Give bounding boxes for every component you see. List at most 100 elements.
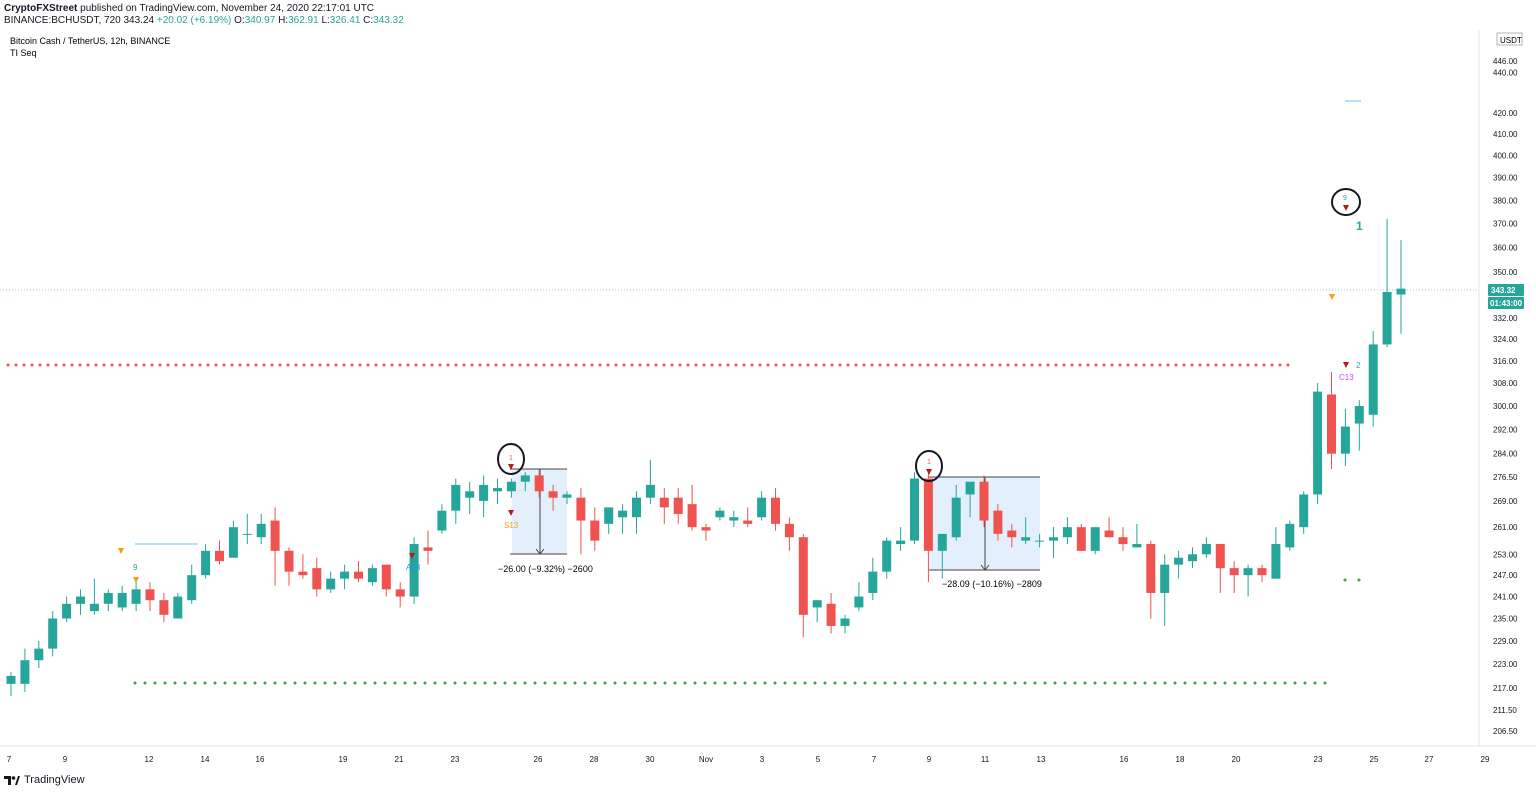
candle-body[interactable] bbox=[604, 507, 614, 524]
candle-body[interactable] bbox=[562, 494, 572, 498]
candle-body[interactable] bbox=[1090, 527, 1100, 551]
candle-body[interactable] bbox=[340, 571, 350, 579]
candle-body[interactable] bbox=[493, 488, 502, 492]
candle-body[interactable] bbox=[798, 537, 808, 615]
candle-body[interactable] bbox=[632, 497, 641, 518]
candle-body[interactable] bbox=[1215, 544, 1225, 569]
candle-body[interactable] bbox=[659, 497, 669, 508]
candle-body[interactable] bbox=[882, 540, 892, 572]
candle-body[interactable] bbox=[173, 596, 183, 619]
candle-body[interactable] bbox=[159, 600, 169, 615]
highlight-circle-2[interactable] bbox=[915, 450, 943, 482]
candle-body[interactable] bbox=[1201, 544, 1211, 555]
candle-body[interactable] bbox=[1229, 568, 1239, 576]
candle-body[interactable] bbox=[1327, 394, 1336, 454]
candle-body[interactable] bbox=[743, 520, 753, 524]
candle-body[interactable] bbox=[479, 484, 489, 501]
candle-body[interactable] bbox=[451, 484, 461, 511]
candle-body[interactable] bbox=[367, 568, 377, 583]
candle-body[interactable] bbox=[1146, 544, 1156, 593]
candle-body[interactable] bbox=[1062, 527, 1072, 538]
candle-body[interactable] bbox=[1035, 540, 1045, 542]
candle-body[interactable] bbox=[1271, 544, 1281, 579]
tradingview-logo[interactable]: TradingView bbox=[4, 774, 85, 786]
candle-body[interactable] bbox=[20, 660, 30, 684]
candle-body[interactable] bbox=[1132, 544, 1142, 548]
candle-body[interactable] bbox=[1021, 537, 1031, 541]
candle-body[interactable] bbox=[1104, 530, 1114, 538]
candle-body[interactable] bbox=[923, 478, 933, 551]
candle-body[interactable] bbox=[1285, 523, 1295, 548]
candle-body[interactable] bbox=[548, 491, 558, 498]
candle-body[interactable] bbox=[854, 596, 864, 608]
candle-body[interactable] bbox=[228, 527, 238, 558]
candle-body[interactable] bbox=[937, 533, 947, 551]
highlight-circle-3[interactable] bbox=[1331, 188, 1361, 216]
candle-body[interactable] bbox=[784, 523, 794, 538]
candle-body[interactable] bbox=[506, 481, 516, 492]
candle-body[interactable] bbox=[62, 603, 72, 619]
candle-body[interactable] bbox=[576, 497, 586, 521]
candle-body[interactable] bbox=[757, 497, 767, 518]
candle-body[interactable] bbox=[812, 600, 822, 608]
candle-body[interactable] bbox=[381, 564, 391, 590]
candle-body[interactable] bbox=[326, 578, 336, 590]
candle-body[interactable] bbox=[409, 544, 419, 597]
candle-body[interactable] bbox=[201, 550, 211, 576]
candle-body[interactable] bbox=[270, 520, 280, 551]
candle-body[interactable] bbox=[771, 497, 780, 524]
candle-body[interactable] bbox=[1257, 568, 1267, 576]
candle-body[interactable] bbox=[618, 510, 628, 518]
candle-body[interactable] bbox=[1299, 494, 1309, 528]
candle-body[interactable] bbox=[673, 497, 683, 514]
candle-body[interactable] bbox=[103, 592, 113, 604]
candle-body[interactable] bbox=[590, 520, 600, 541]
candle-body[interactable] bbox=[1340, 426, 1350, 454]
candle-body[interactable] bbox=[117, 592, 127, 608]
candle-body[interactable] bbox=[395, 589, 405, 597]
candle-body[interactable] bbox=[951, 497, 961, 538]
candle-body[interactable] bbox=[465, 491, 475, 498]
candle-body[interactable] bbox=[284, 550, 294, 572]
candle-body[interactable] bbox=[145, 589, 155, 601]
candle-body[interactable] bbox=[312, 568, 322, 590]
candle-body[interactable] bbox=[131, 589, 141, 604]
candle-body[interactable] bbox=[715, 510, 725, 518]
candle-body[interactable] bbox=[896, 540, 906, 545]
candle-body[interactable] bbox=[242, 533, 252, 535]
candle-body[interactable] bbox=[868, 571, 878, 593]
candle-body[interactable] bbox=[1396, 288, 1406, 295]
candle-body[interactable] bbox=[1076, 527, 1086, 551]
candle-body[interactable] bbox=[1118, 537, 1128, 545]
candle-body[interactable] bbox=[645, 484, 655, 498]
candle-body[interactable] bbox=[437, 510, 447, 531]
candle-body[interactable] bbox=[1160, 564, 1170, 593]
candle-body[interactable] bbox=[701, 527, 711, 531]
candle-body[interactable] bbox=[520, 475, 530, 482]
candle-body[interactable] bbox=[6, 675, 16, 684]
candle-body[interactable] bbox=[534, 475, 544, 492]
candle-body[interactable] bbox=[423, 547, 433, 551]
candle-body[interactable] bbox=[840, 618, 850, 626]
candle-body[interactable] bbox=[910, 478, 919, 541]
candle-body[interactable] bbox=[298, 571, 308, 576]
candle-body[interactable] bbox=[965, 481, 975, 495]
candle-body[interactable] bbox=[1049, 537, 1058, 541]
candle-body[interactable] bbox=[687, 504, 697, 528]
candle-body[interactable] bbox=[1188, 554, 1197, 562]
candle-body[interactable] bbox=[89, 603, 99, 612]
candle-body[interactable] bbox=[1313, 391, 1323, 495]
currency-badge[interactable] bbox=[1496, 32, 1523, 46]
candle-body[interactable] bbox=[1243, 568, 1253, 576]
candle-body[interactable] bbox=[1007, 530, 1017, 538]
candle-body[interactable] bbox=[256, 523, 266, 538]
candle-body[interactable] bbox=[979, 481, 989, 521]
candle-body[interactable] bbox=[48, 618, 58, 649]
candle-body[interactable] bbox=[215, 550, 224, 562]
candle-body[interactable] bbox=[1354, 406, 1364, 424]
candle-body[interactable] bbox=[993, 510, 1003, 534]
candle-body[interactable] bbox=[1174, 557, 1184, 565]
candle-body[interactable] bbox=[76, 596, 85, 604]
candle-body[interactable] bbox=[1382, 291, 1392, 345]
